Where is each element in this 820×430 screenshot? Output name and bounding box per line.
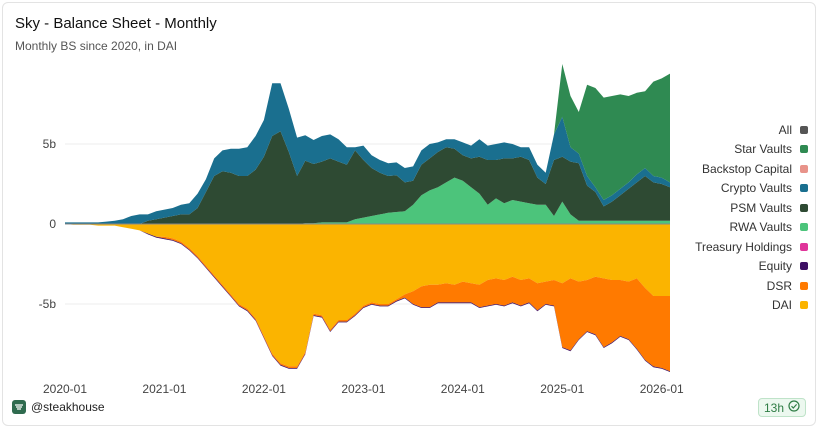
legend-swatch: [800, 184, 808, 193]
chart-title: Sky - Balance Sheet - Monthly: [15, 15, 217, 32]
legend-label: RWA Vaults: [729, 220, 792, 235]
legend-swatch: [800, 125, 808, 134]
legend-swatch: [800, 223, 808, 232]
legend-swatch: [800, 242, 808, 251]
steakhouse-logo-icon: [12, 400, 26, 414]
x-tick-label-6: 2026-01: [640, 382, 684, 396]
legend-label: All: [778, 122, 792, 137]
legend-swatch: [800, 145, 808, 154]
x-tick-label-1: 2021-01: [142, 382, 186, 396]
refresh-badge[interactable]: 13h: [757, 398, 806, 417]
legend-item-star-vaults[interactable]: Star Vaults: [695, 140, 808, 160]
legend-item-dai[interactable]: DAI: [695, 296, 808, 316]
x-tick-label-5: 2025-01: [540, 382, 584, 396]
legend-label: Treasury Holdings: [695, 239, 792, 254]
chart-legend: All Star Vaults Backstop Capital Crypto Vau…: [695, 120, 808, 315]
legend-swatch: [800, 301, 808, 310]
y-tick-label-1: 0: [49, 217, 56, 231]
x-tick-label-4: 2024-01: [441, 382, 485, 396]
x-tick-label-0: 2020-01: [43, 382, 87, 396]
legend-label: DAI: [771, 298, 792, 313]
check-circle-icon: [788, 400, 800, 415]
legend-swatch: [800, 262, 808, 271]
legend-label: Equity: [758, 259, 792, 274]
y-tick-label-2: -5b: [39, 297, 57, 311]
footer-brand-label: @steakhouse: [31, 400, 105, 414]
legend-swatch: [800, 203, 808, 212]
legend-label: DSR: [766, 278, 792, 293]
legend-label: Star Vaults: [734, 142, 792, 157]
refresh-badge-label: 13h: [763, 400, 784, 415]
legend-swatch: [800, 164, 808, 173]
area-rwa-vaults: [65, 177, 670, 224]
x-tick-label-2: 2022-01: [242, 382, 286, 396]
legend-item-treasury-holdings[interactable]: Treasury Holdings: [695, 237, 808, 257]
footer-brand[interactable]: @steakhouse: [12, 400, 105, 414]
legend-label: PSM Vaults: [730, 200, 792, 215]
area-psm-vaults: [65, 131, 670, 224]
area-dai: [65, 224, 670, 367]
legend-label: Crypto Vaults: [720, 181, 792, 196]
x-tick-label-3: 2023-01: [341, 382, 385, 396]
legend-item-dsr[interactable]: DSR: [695, 276, 808, 296]
chart-areas: [65, 64, 670, 372]
legend-item-crypto-vaults[interactable]: Crypto Vaults: [695, 179, 808, 199]
area-dsr: [65, 224, 670, 372]
legend-item-psm-vaults[interactable]: PSM Vaults: [695, 198, 808, 218]
y-tick-label-0: 5b: [43, 137, 57, 151]
legend-label: Backstop Capital: [701, 161, 792, 176]
legend-swatch: [800, 281, 808, 290]
legend-item-rwa-vaults[interactable]: RWA Vaults: [695, 218, 808, 238]
area-crypto-vaults: [65, 83, 670, 224]
legend-item-backstop-capital[interactable]: Backstop Capital: [695, 159, 808, 179]
chart-axes: 5b 0 -5b 2020-01 2021-01 2022-01 2023-01 2024-0…: [39, 137, 684, 396]
chart-subtitle: Monthly BS since 2020, in DAI: [15, 39, 178, 53]
legend-item-all[interactable]: All: [695, 120, 808, 140]
legend-item-equity[interactable]: Equity: [695, 257, 808, 277]
